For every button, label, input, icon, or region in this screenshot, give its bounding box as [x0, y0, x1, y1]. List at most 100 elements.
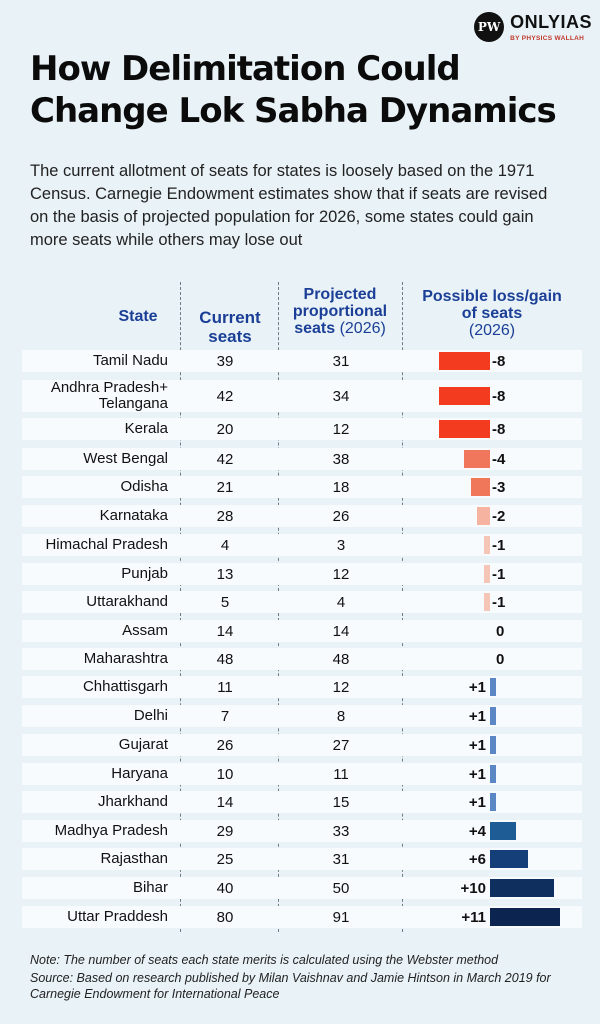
table-row: Andhra Pradesh+ Telangana 42 34 -8 — [22, 380, 582, 412]
change-label: -1 — [492, 536, 506, 554]
table-row: Bihar 40 50 +10 — [22, 877, 582, 899]
table-row: Maharashtra 48 48 0 — [22, 648, 582, 670]
state-name: Uttar Praddesh — [67, 908, 168, 925]
state-name: Gujarat — [118, 736, 168, 753]
change-label: +11 — [461, 908, 486, 926]
table-row: Madhya Pradesh 29 33 +4 — [22, 820, 582, 842]
brand-logo: PW ONLYIAS BY PHYSICS WALLAH — [474, 12, 592, 42]
table-row: Himachal Pradesh 4 3 -1 — [22, 534, 582, 556]
current-seats: 42 — [216, 387, 234, 405]
projected-seats: 31 — [332, 352, 350, 370]
current-seats: 4 — [220, 536, 230, 554]
change-bar — [483, 593, 490, 611]
state-name: Kerala — [124, 420, 168, 437]
table-row: Gujarat 26 27 +1 — [22, 734, 582, 756]
note-text: Note: The number of seats each state mer… — [30, 953, 499, 967]
table-row: West Bengal 42 38 -4 — [22, 448, 582, 470]
change-bar — [438, 352, 490, 370]
title-line-2: Change Lok Sabha Dynamics — [30, 91, 557, 131]
brand-subtitle: BY PHYSICS WALLAH — [510, 35, 585, 42]
projected-seats: 31 — [332, 850, 350, 868]
change-label: +1 — [468, 793, 486, 811]
change-label: +4 — [468, 822, 486, 840]
change-label: -8 — [492, 387, 506, 405]
current-seats: 14 — [216, 622, 234, 640]
change-label: -1 — [492, 593, 506, 611]
change-label: +1 — [468, 765, 486, 783]
change-bar — [490, 850, 529, 868]
current-seats: 26 — [216, 736, 234, 754]
state-name: Maharashtra — [83, 650, 168, 667]
projected-seats: 12 — [332, 565, 350, 583]
table-row: Tamil Nadu 39 31 -8 — [22, 350, 582, 372]
state-name: Odisha — [120, 478, 168, 495]
change-bar — [490, 678, 497, 696]
current-seats: 20 — [216, 420, 234, 438]
current-seats: 11 — [217, 678, 233, 696]
current-seats: 21 — [216, 478, 234, 496]
change-bar — [490, 793, 497, 811]
state-name: Delhi — [133, 707, 168, 724]
projected-seats: 3 — [336, 536, 346, 554]
change-bar — [483, 565, 490, 583]
state-name: Haryana — [111, 765, 168, 782]
change-bar — [490, 879, 554, 897]
change-label: -1 — [492, 565, 506, 583]
brand-name: ONLYIAS — [510, 12, 592, 32]
change-label: +1 — [468, 678, 486, 696]
change-label: +6 — [468, 850, 486, 868]
table-row: Odisha 21 18 -3 — [22, 476, 582, 498]
table-row: Rajasthan 25 31 +6 — [22, 848, 582, 870]
projected-seats: 8 — [336, 707, 346, 725]
state-name: Karnataka — [99, 507, 168, 524]
projected-seats: 14 — [332, 622, 350, 640]
table-row: Punjab 13 12 -1 — [22, 563, 582, 585]
table-row: Kerala 20 12 -8 — [22, 418, 582, 440]
change-bar — [470, 478, 490, 496]
current-seats: 80 — [216, 908, 234, 926]
current-seats: 10 — [216, 765, 234, 783]
projected-seats: 27 — [332, 736, 350, 754]
projected-seats: 15 — [332, 793, 350, 811]
projected-seats: 12 — [332, 678, 350, 696]
header-change: Possible loss/gain of seats (2026) — [422, 288, 562, 339]
change-bar — [490, 707, 497, 725]
change-label: -2 — [492, 507, 506, 525]
current-seats: 5 — [220, 593, 230, 611]
projected-seats: 18 — [332, 478, 350, 496]
pw-logo-icon: PW — [474, 12, 505, 42]
change-label: +1 — [468, 736, 486, 754]
change-bar — [490, 908, 561, 926]
projected-seats: 26 — [332, 507, 350, 525]
table-row: Uttarakhand 5 4 -1 — [22, 591, 582, 613]
state-name: Chhattisgarh — [82, 678, 168, 695]
change-bar — [464, 450, 490, 468]
source-text-2: Carnegie Endowment for International Pea… — [30, 987, 280, 1001]
page-title: How Delimitation Could Change Lok Sabha … — [30, 48, 570, 132]
state-name: Punjab — [121, 565, 168, 582]
state-name: Madhya Pradesh — [54, 822, 168, 839]
state-name: Rajasthan — [100, 850, 168, 867]
projected-seats: 11 — [333, 765, 349, 783]
change-label: 0 — [496, 622, 505, 640]
title-line-1: How Delimitation Could — [30, 49, 461, 89]
current-seats: 40 — [216, 879, 234, 897]
table-row: Assam 14 14 0 — [22, 620, 582, 642]
table-row: Jharkhand 14 15 +1 — [22, 791, 582, 813]
current-seats: 48 — [216, 650, 234, 668]
change-label: 0 — [496, 650, 505, 668]
state-name: Jharkhand — [97, 793, 168, 810]
projected-seats: 50 — [332, 879, 350, 897]
change-label: -8 — [492, 352, 506, 370]
projected-seats: 91 — [332, 908, 350, 926]
source-text-1: Source: Based on research published by M… — [30, 971, 551, 985]
change-bar — [483, 536, 490, 554]
current-seats: 29 — [216, 822, 234, 840]
current-seats: 28 — [216, 507, 234, 525]
current-seats: 25 — [216, 850, 234, 868]
projected-seats: 38 — [332, 450, 350, 468]
header-state: State — [118, 308, 158, 325]
projected-seats: 33 — [332, 822, 350, 840]
state-name: Andhra Pradesh+ Telangana — [50, 379, 168, 412]
state-name: Bihar — [132, 879, 168, 896]
